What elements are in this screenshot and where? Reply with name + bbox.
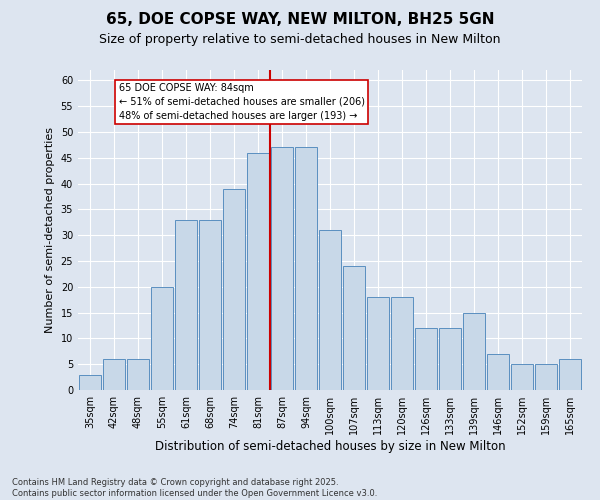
Bar bbox=[415, 328, 437, 390]
Bar bbox=[439, 328, 461, 390]
Bar bbox=[79, 374, 101, 390]
Bar bbox=[319, 230, 341, 390]
Bar bbox=[391, 297, 413, 390]
Bar bbox=[343, 266, 365, 390]
Text: 65 DOE COPSE WAY: 84sqm
← 51% of semi-detached houses are smaller (206)
48% of s: 65 DOE COPSE WAY: 84sqm ← 51% of semi-de… bbox=[119, 83, 365, 121]
Bar bbox=[463, 312, 485, 390]
Bar bbox=[223, 188, 245, 390]
Y-axis label: Number of semi-detached properties: Number of semi-detached properties bbox=[45, 127, 55, 333]
Bar bbox=[247, 152, 269, 390]
X-axis label: Distribution of semi-detached houses by size in New Milton: Distribution of semi-detached houses by … bbox=[155, 440, 505, 453]
Bar bbox=[367, 297, 389, 390]
Text: Size of property relative to semi-detached houses in New Milton: Size of property relative to semi-detach… bbox=[99, 32, 501, 46]
Text: 65, DOE COPSE WAY, NEW MILTON, BH25 5GN: 65, DOE COPSE WAY, NEW MILTON, BH25 5GN bbox=[106, 12, 494, 28]
Bar bbox=[103, 359, 125, 390]
Bar bbox=[295, 148, 317, 390]
Bar bbox=[511, 364, 533, 390]
Text: Contains HM Land Registry data © Crown copyright and database right 2025.
Contai: Contains HM Land Registry data © Crown c… bbox=[12, 478, 377, 498]
Bar bbox=[199, 220, 221, 390]
Bar bbox=[487, 354, 509, 390]
Bar bbox=[175, 220, 197, 390]
Bar bbox=[559, 359, 581, 390]
Bar bbox=[271, 148, 293, 390]
Bar bbox=[127, 359, 149, 390]
Bar bbox=[151, 287, 173, 390]
Bar bbox=[535, 364, 557, 390]
